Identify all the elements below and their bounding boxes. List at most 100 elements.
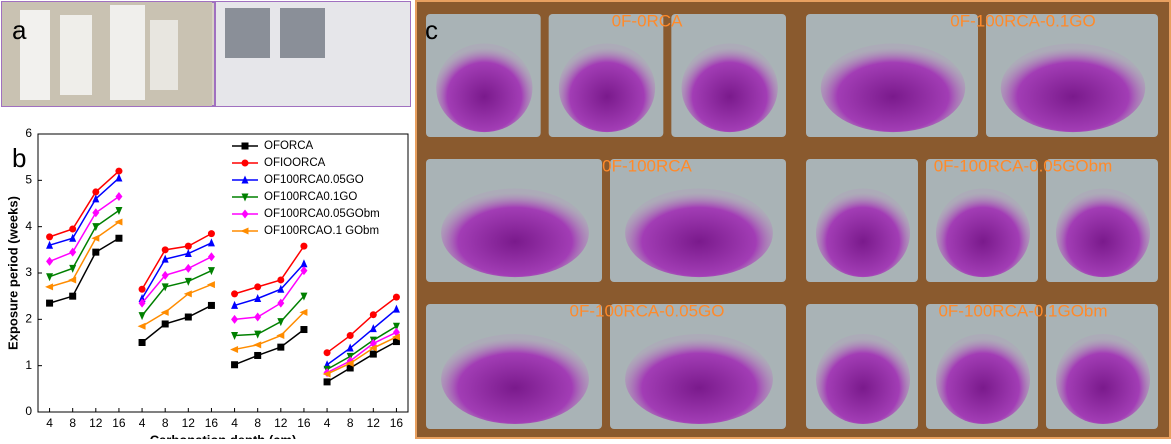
marker xyxy=(207,267,215,276)
carbonation-zone xyxy=(625,188,773,278)
marker xyxy=(68,276,77,284)
x-tick-label: 16 xyxy=(297,416,311,430)
series-line xyxy=(326,296,397,354)
x-tick-label: 16 xyxy=(112,416,126,430)
marker xyxy=(138,285,146,293)
series-line xyxy=(141,232,212,290)
marker xyxy=(345,359,354,367)
legend-label: OF100RCA0.05GObm xyxy=(264,208,380,220)
marker xyxy=(277,298,285,308)
photo-label: 0F-100RCA-0.1GO xyxy=(950,11,1096,30)
marker xyxy=(300,292,308,301)
series-line xyxy=(49,237,120,304)
marker xyxy=(254,293,262,302)
x-tick-label: 4 xyxy=(231,416,238,430)
marker xyxy=(207,238,215,247)
x-tick-label: 12 xyxy=(89,416,103,430)
marker xyxy=(241,159,249,167)
marker xyxy=(392,304,400,313)
panel-label: c xyxy=(425,15,438,45)
series-line xyxy=(141,283,212,327)
x-tick-label: 8 xyxy=(162,416,169,430)
y-tick-label: 6 xyxy=(25,126,32,140)
marker xyxy=(45,283,54,291)
series-line xyxy=(234,263,305,307)
marker xyxy=(92,248,100,256)
marker xyxy=(184,313,192,321)
photo-label: 0F-100RCA xyxy=(602,156,692,175)
y-tick-label: 3 xyxy=(25,265,32,279)
carbonation-zone xyxy=(935,188,1031,278)
marker xyxy=(69,247,77,257)
series-line xyxy=(326,340,397,383)
series-line xyxy=(326,336,397,375)
marker xyxy=(92,223,100,232)
marker xyxy=(115,167,123,175)
marker xyxy=(115,173,123,182)
marker xyxy=(392,322,400,331)
carbonation-zone xyxy=(935,334,1031,424)
series-line xyxy=(234,328,305,366)
marker xyxy=(207,301,215,309)
series-line xyxy=(49,195,120,263)
marker xyxy=(114,218,123,226)
marker xyxy=(323,378,331,386)
carbonation-zone xyxy=(625,334,773,424)
marker xyxy=(240,227,249,235)
marker xyxy=(46,299,54,307)
marker xyxy=(91,234,100,242)
marker xyxy=(300,259,308,268)
marker xyxy=(323,349,331,357)
marker xyxy=(241,193,249,202)
series-line xyxy=(234,311,305,351)
series-line xyxy=(234,245,305,295)
series-line xyxy=(49,221,120,288)
carbonation-zone xyxy=(815,334,911,424)
marker xyxy=(184,242,192,250)
marker xyxy=(276,332,285,340)
series-line xyxy=(234,270,305,321)
x-tick-label: 12 xyxy=(367,416,381,430)
marker xyxy=(254,312,262,322)
marker xyxy=(160,308,169,316)
y-tick-label: 2 xyxy=(25,312,32,326)
x-tick-label: 4 xyxy=(139,416,146,430)
marker xyxy=(161,270,169,280)
series-line xyxy=(141,242,212,299)
marker xyxy=(392,338,400,346)
marker xyxy=(299,308,308,316)
marker xyxy=(253,341,262,349)
x-tick-label: 8 xyxy=(254,416,261,430)
y-tick-label: 0 xyxy=(25,404,32,418)
marker xyxy=(346,332,354,340)
marker xyxy=(392,293,400,301)
marker xyxy=(369,324,377,333)
series-line xyxy=(326,331,397,374)
marker xyxy=(161,320,169,328)
marker xyxy=(138,298,146,308)
panel-label: b xyxy=(12,143,26,173)
x-tick-label: 12 xyxy=(182,416,196,430)
marker xyxy=(184,263,192,273)
x-tick-label: 8 xyxy=(347,416,354,430)
marker xyxy=(277,276,285,284)
marker xyxy=(92,194,100,203)
marker xyxy=(300,242,308,250)
marker xyxy=(322,370,331,378)
marker xyxy=(161,283,169,292)
marker xyxy=(46,240,54,249)
marker xyxy=(183,290,192,298)
series-line xyxy=(141,256,212,304)
marker xyxy=(92,188,100,196)
marker xyxy=(231,314,239,324)
photo-label: 0F-0RCA xyxy=(612,11,684,30)
legend-label: OFORCA xyxy=(264,140,314,152)
marker xyxy=(241,175,249,184)
marker xyxy=(254,283,262,291)
marker xyxy=(138,312,146,321)
marker xyxy=(138,339,146,346)
marker xyxy=(115,206,123,215)
marker xyxy=(277,318,285,327)
series-line xyxy=(49,170,120,238)
